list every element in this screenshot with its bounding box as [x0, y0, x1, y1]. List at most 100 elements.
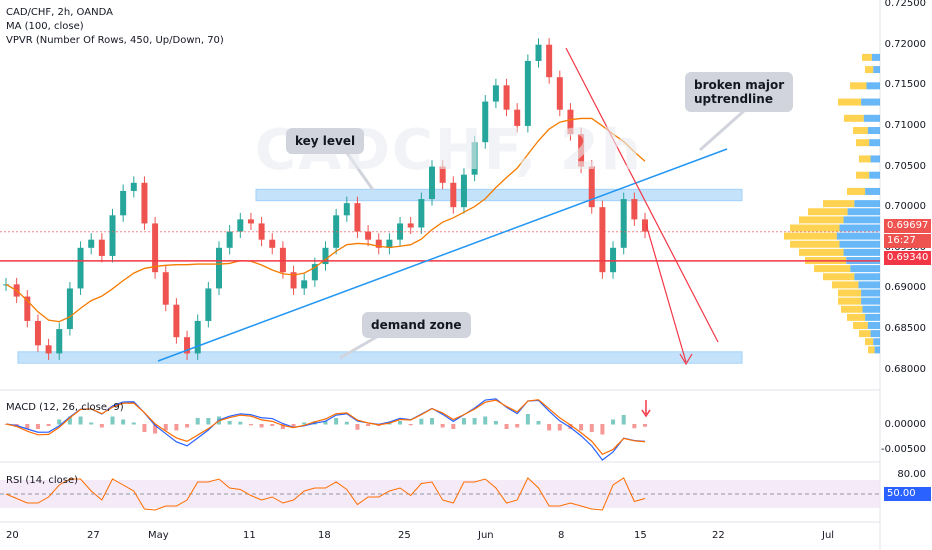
candle-body — [152, 223, 159, 273]
broken-uptrend-callout[interactable]: broken major uptrendline — [685, 72, 794, 112]
candle-body — [162, 272, 169, 305]
price-axis-tick: 0.70500 — [884, 160, 926, 172]
macd-histogram-bar — [536, 421, 541, 425]
candle-body — [311, 264, 318, 281]
vpvr-row-up — [867, 127, 880, 134]
price-axis-tick: 0.72500 — [884, 0, 926, 10]
candle-body — [375, 239, 382, 248]
ma-indicator-label[interactable]: MA (100, close) — [6, 21, 84, 32]
macd-label[interactable]: MACD (12, 26, close, 9) — [6, 402, 124, 413]
vpvr-row-up — [862, 305, 880, 313]
candle-body — [546, 44, 553, 78]
candle-body — [588, 166, 595, 208]
key-level-callout[interactable]: key level — [286, 128, 365, 154]
vpvr-row-up — [847, 208, 880, 216]
candle-body — [450, 182, 457, 208]
rsi-label[interactable]: RSI (14, close) — [6, 475, 79, 486]
price-axis-tick: 0.68500 — [884, 323, 926, 335]
candle-body — [620, 199, 627, 248]
chart-legend: CAD/CHF, 2h, OANDA MA (100, close) VPVR … — [6, 6, 224, 48]
macd-histogram-bar — [99, 424, 104, 428]
vpvr-row-up — [863, 114, 880, 122]
candle-body — [556, 77, 563, 110]
candle-body — [279, 247, 286, 273]
candle-body — [216, 247, 222, 289]
date-axis-tick: 20 — [6, 530, 19, 541]
vpvr-row-up — [873, 338, 880, 346]
macd-histogram-bar — [280, 424, 285, 429]
vpvr-row-up — [843, 248, 880, 256]
macd-histogram-bar — [153, 424, 158, 434]
macd-histogram-bar — [35, 424, 40, 429]
macd-histogram-bar — [440, 424, 445, 428]
candle-body — [205, 288, 212, 321]
vpvr-row-up — [854, 200, 880, 208]
vpvr-indicator-label[interactable]: VPVR (Number Of Rows, 450, Up/Down, 70) — [6, 35, 224, 46]
date-axis-tick: May — [148, 530, 169, 541]
macd-histogram-bar — [557, 424, 562, 431]
candle-body — [269, 239, 276, 248]
candle-body — [24, 296, 31, 321]
price-axis-tick: 0.71000 — [884, 119, 926, 131]
signal-line — [5, 399, 646, 456]
macd-axis-zero: 0.00000 — [884, 419, 926, 430]
candle-body — [88, 239, 95, 248]
candle-body — [141, 182, 148, 224]
macd-histogram-bar — [57, 419, 62, 425]
macd-histogram-bar — [461, 418, 466, 425]
macd-histogram-bar — [323, 421, 328, 425]
candle-body — [343, 203, 350, 216]
vpvr-row-down — [799, 248, 844, 256]
vpvr-row-up — [865, 187, 880, 195]
candle-body — [130, 182, 137, 191]
vpvr-row-up — [850, 265, 880, 273]
candle-body — [535, 44, 542, 61]
candle-body — [492, 85, 499, 102]
macd-histogram-bar — [89, 422, 94, 425]
vpvr-row-up — [865, 313, 880, 321]
macd-histogram-bar — [185, 424, 190, 428]
vpvr-row-down — [823, 200, 855, 208]
symbol-title[interactable]: CAD/CHF, 2h, OANDA — [6, 7, 113, 18]
rsi-axis-top: 80.00 — [897, 469, 926, 480]
vpvr-row-up — [836, 232, 880, 240]
vpvr-row-down — [823, 273, 855, 281]
vpvr-row-up — [858, 281, 880, 289]
macd-histogram-bar — [259, 424, 264, 428]
vpvr-row-down — [838, 297, 862, 305]
key-level-zone — [255, 188, 743, 202]
vpvr-row-down — [847, 187, 866, 195]
macd-histogram-bar — [25, 424, 30, 429]
macd-histogram-bar — [355, 424, 360, 430]
vpvr-row-down — [841, 305, 863, 313]
date-axis-tick: 18 — [318, 530, 331, 541]
projection-arrowhead — [679, 353, 693, 366]
candle-body — [109, 215, 116, 256]
vpvr-row-up — [866, 82, 880, 90]
candle-body — [301, 280, 308, 289]
date-axis-tick: 8 — [558, 530, 565, 541]
ma-line — [5, 117, 646, 323]
vpvr-row-up — [861, 297, 880, 305]
macd-histogram-bar — [398, 421, 403, 425]
price-axis-tick: 0.69000 — [884, 282, 926, 294]
vpvr-row-down — [859, 330, 871, 338]
candle-body — [439, 166, 446, 183]
countdown-tag: 16:27 — [884, 234, 931, 248]
uptrend-pointer — [699, 108, 746, 152]
candle-body — [429, 166, 435, 200]
vpvr-row-down — [838, 289, 862, 297]
candle-body — [503, 85, 510, 110]
macd-histogram-bar — [579, 424, 584, 431]
macd-histogram-bar — [568, 424, 573, 429]
demand-zone-callout[interactable]: demand zone — [362, 312, 471, 338]
rsi-line — [5, 477, 646, 511]
macd-histogram-bar — [366, 424, 371, 426]
vpvr-row-up — [843, 216, 880, 224]
macd-histogram-bar — [291, 424, 296, 428]
candle-body — [45, 345, 52, 354]
candle-body — [226, 231, 233, 248]
macd-histogram-bar — [195, 418, 200, 425]
